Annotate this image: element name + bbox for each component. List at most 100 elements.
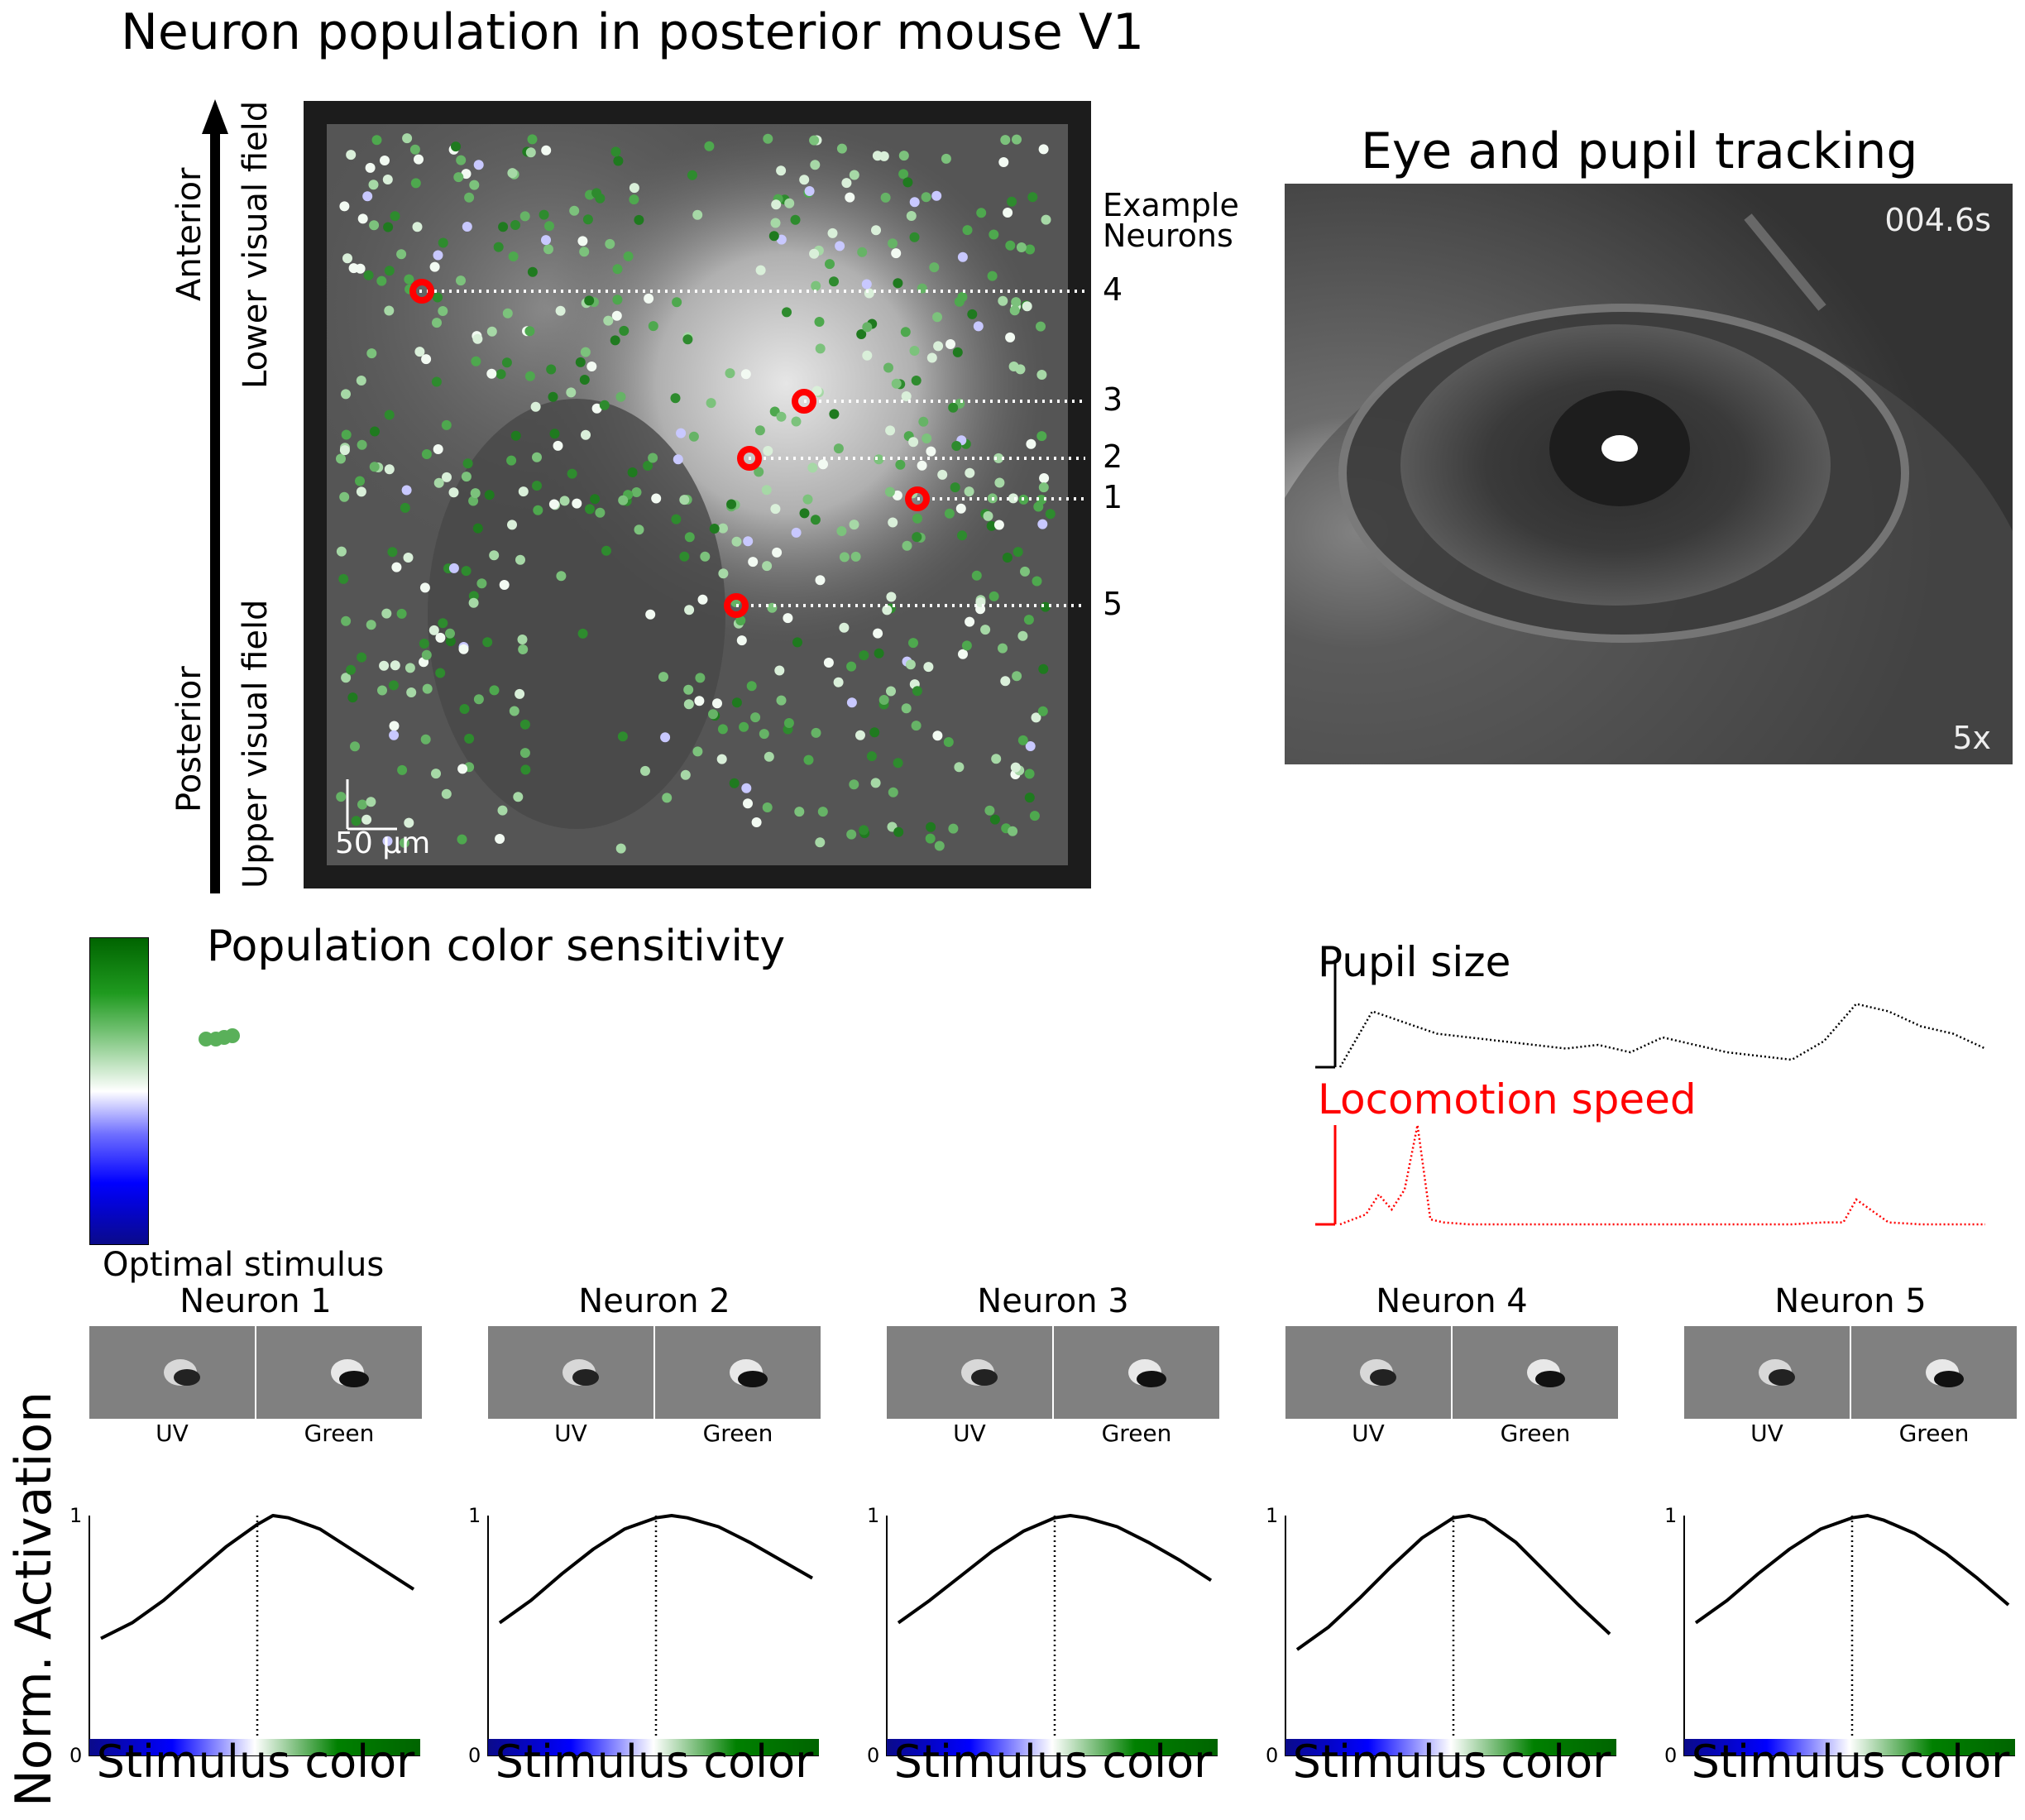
- neuron-roi: [445, 636, 456, 647]
- neuron-roi: [409, 144, 420, 155]
- neuron-roi: [878, 151, 889, 161]
- neuron-roi: [518, 486, 529, 497]
- neuron-roi: [615, 391, 626, 402]
- neuron-roi: [473, 160, 484, 170]
- two-photon-field-of-view: [304, 101, 1091, 888]
- neuron-roi: [336, 792, 347, 802]
- neuron-roi: [998, 157, 1009, 167]
- neuron-roi: [396, 608, 407, 619]
- neuron-roi: [706, 398, 716, 409]
- neuron-roi: [680, 769, 691, 780]
- neuron-roi: [895, 459, 906, 470]
- pupil-size-label: Pupil size: [1318, 938, 1511, 986]
- example-neuron-2-marker: [737, 446, 762, 471]
- neuron-roi: [350, 741, 360, 752]
- neuron-roi: [510, 220, 520, 230]
- neuron-roi: [546, 364, 557, 375]
- stimulus-color-strip: [89, 1739, 420, 1755]
- neuron-roi: [859, 825, 869, 836]
- neuron-roi: [433, 250, 443, 261]
- neuron-roi: [484, 490, 495, 500]
- tuning-axes: [89, 1516, 420, 1756]
- neuron-roi: [917, 460, 927, 471]
- neuron-roi: [1025, 741, 1036, 751]
- anterior-label: Anterior: [170, 167, 208, 301]
- neuron-roi: [357, 652, 367, 663]
- neuron-roi: [709, 524, 720, 534]
- neuron-roi: [906, 211, 917, 221]
- neuron-roi: [383, 222, 394, 232]
- neuron-roi: [482, 637, 493, 648]
- neuron-roi: [839, 622, 850, 633]
- neuron-roi: [389, 730, 400, 740]
- neuron-roi: [472, 333, 483, 344]
- neuron-roi: [1012, 134, 1022, 145]
- neuron-roi: [341, 673, 352, 683]
- neuron-roi: [1009, 305, 1020, 316]
- neuron-roi: [683, 699, 694, 710]
- neuron-roi: [759, 729, 769, 740]
- neuron-roi: [984, 805, 995, 816]
- ytick-0: 0: [1266, 1744, 1279, 1767]
- panel-c-title: Population color sensitivity: [207, 922, 786, 971]
- neuron-roi: [510, 430, 521, 441]
- neuron-roi: [1000, 676, 1011, 687]
- neuron-roi: [740, 369, 751, 380]
- scalebar: [346, 779, 397, 831]
- neuron-roi: [357, 213, 368, 224]
- neuron-roi: [957, 292, 968, 302]
- neuron-roi: [1008, 826, 1018, 836]
- neuron-roi: [909, 197, 920, 208]
- neuron-roi: [599, 400, 610, 410]
- neuron-roi: [856, 329, 867, 339]
- neuron-2-green-label: Green: [702, 1420, 773, 1447]
- neuron-roi: [515, 554, 525, 565]
- example-neuron-1-label: 1: [1103, 479, 1123, 515]
- neuron-roi: [893, 278, 903, 289]
- neuron-2-tuning-curve: [498, 1514, 813, 1625]
- neuron-roi: [366, 348, 377, 359]
- neuron-roi: [553, 440, 563, 451]
- neuron-roi: [615, 843, 626, 854]
- neuron-roi: [1038, 144, 1049, 155]
- neuron-roi: [471, 356, 481, 366]
- neuron-roi: [651, 493, 662, 504]
- neuron-roi: [468, 597, 479, 608]
- neuron-roi: [515, 688, 525, 699]
- neuron-roi: [339, 445, 350, 456]
- neuron-roi: [905, 659, 916, 670]
- neuron-roi: [716, 754, 727, 764]
- neuron-roi: [341, 429, 352, 440]
- neuron-roi: [833, 443, 844, 454]
- neuron-3-title: Neuron 3: [977, 1282, 1129, 1320]
- neuron-roi: [994, 477, 1005, 488]
- neuron-roi: [559, 496, 570, 506]
- neuron-roi: [519, 211, 530, 222]
- neuron-roi: [507, 168, 518, 179]
- posterior-label: Posterior: [170, 666, 208, 812]
- neuron-roi: [883, 362, 893, 373]
- neuron-roi: [943, 737, 954, 747]
- neuron-5-tuning-chart: [1683, 1514, 2015, 1756]
- neuron-roi: [898, 169, 909, 180]
- neuron-2-stimulus-images: [488, 1326, 821, 1419]
- neuron-roi: [882, 605, 893, 615]
- stimulus-color-xlabel: Stimulus color: [1292, 1736, 1611, 1788]
- neuron-roi: [846, 697, 857, 708]
- neuron-2-title: Neuron 2: [578, 1282, 730, 1320]
- example-neuron-3-label: 3: [1103, 381, 1123, 418]
- neuron-roi: [619, 325, 630, 336]
- neuron-roi: [902, 177, 913, 188]
- ytick-1: 1: [1664, 1504, 1678, 1527]
- neuron-roi: [582, 214, 593, 225]
- color-sensitivity-colorbar: [89, 937, 149, 1245]
- stimulus-color-xlabel: Stimulus color: [495, 1736, 814, 1788]
- norm-activation-ylabel: Norm. Activation: [5, 1391, 63, 1807]
- neuron-roi: [1017, 630, 1028, 641]
- neuron-roi: [676, 428, 687, 438]
- neuron-roi: [989, 814, 1000, 825]
- neuron-roi: [1010, 762, 1021, 773]
- neuron-roi: [888, 238, 898, 249]
- neuron-roi: [873, 628, 883, 639]
- neuron-roi: [634, 524, 644, 535]
